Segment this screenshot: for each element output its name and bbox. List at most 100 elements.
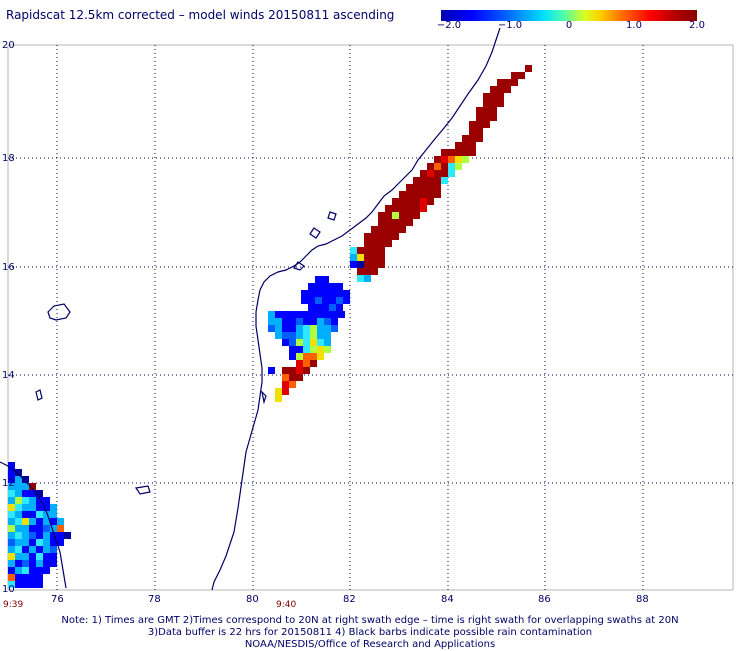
wind-cell xyxy=(308,283,315,290)
wind-cell xyxy=(22,525,29,532)
wind-cell xyxy=(490,86,497,93)
wind-cell xyxy=(497,100,504,107)
wind-cell xyxy=(289,374,296,381)
wind-cell xyxy=(483,93,490,100)
wind-cell xyxy=(350,247,357,254)
wind-cell xyxy=(15,497,22,504)
wind-cell xyxy=(317,353,324,360)
wind-cell xyxy=(308,304,315,311)
wind-cell xyxy=(29,546,36,553)
wind-cell xyxy=(57,518,64,525)
wind-cell xyxy=(329,304,336,311)
wind-cell xyxy=(413,177,420,184)
wind-cell xyxy=(317,339,324,346)
swath-time: 9:40 xyxy=(276,600,297,610)
wind-cell xyxy=(385,212,392,219)
wind-cell xyxy=(310,325,317,332)
wind-cell xyxy=(448,170,455,177)
wind-cell xyxy=(15,518,22,525)
wind-cell xyxy=(268,325,275,332)
lat-label: 12 xyxy=(2,478,15,489)
wind-cell xyxy=(469,128,476,135)
lon-label: 84 xyxy=(441,594,454,605)
wind-cell xyxy=(350,261,357,268)
wind-cell xyxy=(483,107,490,114)
wind-cell xyxy=(29,574,36,581)
wind-cell xyxy=(43,553,50,560)
wind-cell xyxy=(296,374,303,381)
wind-cell xyxy=(15,476,22,483)
wind-cell xyxy=(282,367,289,374)
wind-cell xyxy=(8,483,15,490)
wind-cell xyxy=(8,581,15,588)
wind-cell xyxy=(22,476,29,483)
wind-cell xyxy=(22,490,29,497)
wind-cell xyxy=(15,532,22,539)
coastline xyxy=(0,27,501,591)
wind-cell xyxy=(455,163,462,170)
coastline-east xyxy=(211,27,501,591)
wind-cell xyxy=(331,311,338,318)
wind-cell xyxy=(43,532,50,539)
wind-cell xyxy=(378,226,385,233)
wind-cell xyxy=(310,318,317,325)
wind-cell xyxy=(490,100,497,107)
wind-cell xyxy=(29,539,36,546)
wind-cell xyxy=(50,539,57,546)
wind-cell xyxy=(441,177,448,184)
wind-cell xyxy=(282,388,289,395)
coast-island xyxy=(309,227,321,239)
notes: Note: 1) Times are GMT 2)Times correspon… xyxy=(0,615,740,651)
wind-cell xyxy=(289,353,296,360)
wind-cell xyxy=(289,311,296,318)
wind-cell xyxy=(406,205,413,212)
wind-cell xyxy=(268,367,275,374)
wind-cell xyxy=(29,567,36,574)
wind-cell xyxy=(336,290,343,297)
wind-cell xyxy=(322,297,329,304)
wind-cell xyxy=(29,532,36,539)
wind-cell xyxy=(434,170,441,177)
lon-label: 82 xyxy=(343,594,356,605)
wind-cell xyxy=(15,567,22,574)
wind-cell xyxy=(43,525,50,532)
wind-cell xyxy=(36,490,43,497)
wind-cell xyxy=(282,332,289,339)
wind-cell xyxy=(317,311,324,318)
wind-cell xyxy=(15,504,22,511)
wind-cell xyxy=(357,261,364,268)
wind-cell xyxy=(385,205,392,212)
wind-cell xyxy=(268,311,275,318)
wind-cell xyxy=(8,462,15,469)
wind-cell xyxy=(324,325,331,332)
wind-cell xyxy=(322,283,329,290)
wind-cell xyxy=(8,574,15,581)
wind-cell xyxy=(303,353,310,360)
wind-cell xyxy=(322,276,329,283)
wind-cell xyxy=(315,283,322,290)
colorbar-tick: 1.0 xyxy=(626,20,642,31)
wind-cell xyxy=(36,511,43,518)
wind-cell xyxy=(303,318,310,325)
wind-cell xyxy=(441,163,448,170)
coast-island xyxy=(35,389,43,401)
wind-cell xyxy=(8,476,15,483)
wind-cell xyxy=(22,497,29,504)
wind-cell xyxy=(324,311,331,318)
wind-cell xyxy=(378,240,385,247)
wind-cell xyxy=(378,212,385,219)
wind-cell xyxy=(22,553,29,560)
wind-cell xyxy=(413,191,420,198)
wind-cell xyxy=(310,346,317,353)
wind-cell xyxy=(357,247,364,254)
wind-cell xyxy=(282,339,289,346)
wind-cell xyxy=(275,311,282,318)
wind-cell xyxy=(36,546,43,553)
wind-cell xyxy=(36,525,43,532)
wind-cell xyxy=(15,490,22,497)
wind-cell xyxy=(29,518,36,525)
wind-cell xyxy=(282,381,289,388)
wind-cell xyxy=(392,219,399,226)
wind-cell xyxy=(289,325,296,332)
wind-cell xyxy=(29,581,36,588)
